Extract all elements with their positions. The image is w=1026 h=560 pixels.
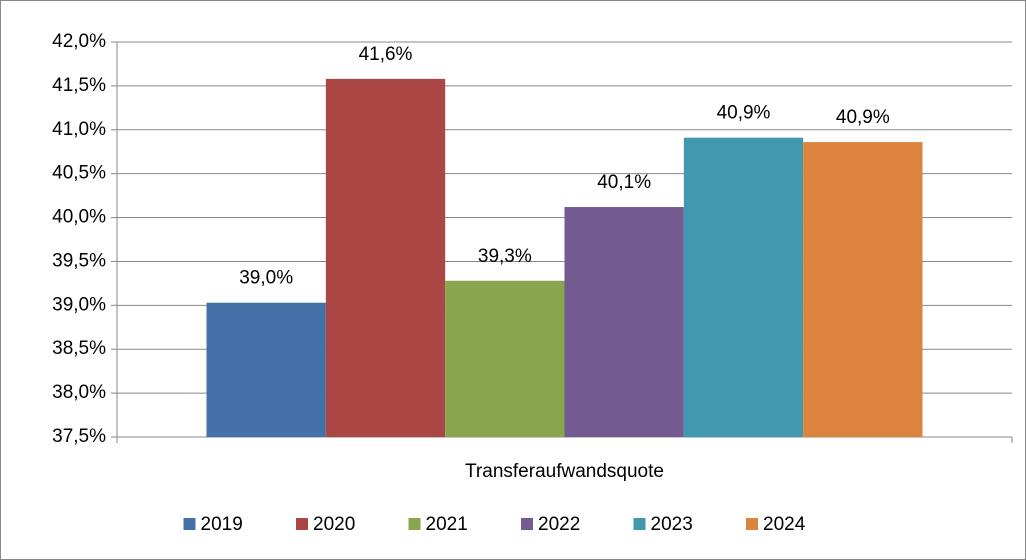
y-tick-label: 39,0% [52, 294, 106, 315]
value-label: 40,9% [717, 103, 771, 124]
value-label: 39,0% [239, 268, 293, 289]
legend-swatch [183, 518, 196, 530]
y-tick-label: 40,0% [52, 207, 106, 228]
legend-swatch [633, 518, 646, 530]
y-tick-label: 41,5% [52, 75, 106, 96]
legend-swatch [746, 518, 758, 530]
bar [445, 280, 565, 437]
bar [803, 142, 923, 438]
y-tick-label: 40,5% [52, 163, 106, 184]
legend-label: 2021 [426, 514, 468, 535]
y-tick-label: 38,0% [52, 382, 106, 403]
legend-label: 2022 [538, 514, 580, 535]
legend-swatch [408, 518, 421, 530]
bar [683, 137, 804, 437]
value-label: 39,3% [478, 246, 532, 267]
legend-label: 2019 [201, 514, 243, 535]
bar [564, 207, 684, 437]
x-tick-label: Transferaufwandsquote [465, 461, 664, 482]
y-tick-label: 42,0% [52, 31, 106, 52]
bar [206, 302, 326, 437]
y-tick-label: 37,5% [52, 426, 106, 447]
legend-swatch [296, 518, 308, 530]
bar [325, 78, 446, 437]
legend-label: 2020 [313, 514, 355, 535]
y-tick-label: 38,5% [52, 338, 106, 359]
value-label: 41,6% [359, 44, 413, 65]
legend-swatch [521, 518, 533, 530]
value-label: 40,1% [597, 172, 651, 193]
legend-label: 2023 [651, 514, 693, 535]
y-tick-label: 41,0% [52, 119, 106, 140]
value-label: 40,9% [836, 107, 890, 128]
y-tick-label: 39,5% [52, 250, 106, 271]
legend-label: 2024 [763, 514, 806, 535]
